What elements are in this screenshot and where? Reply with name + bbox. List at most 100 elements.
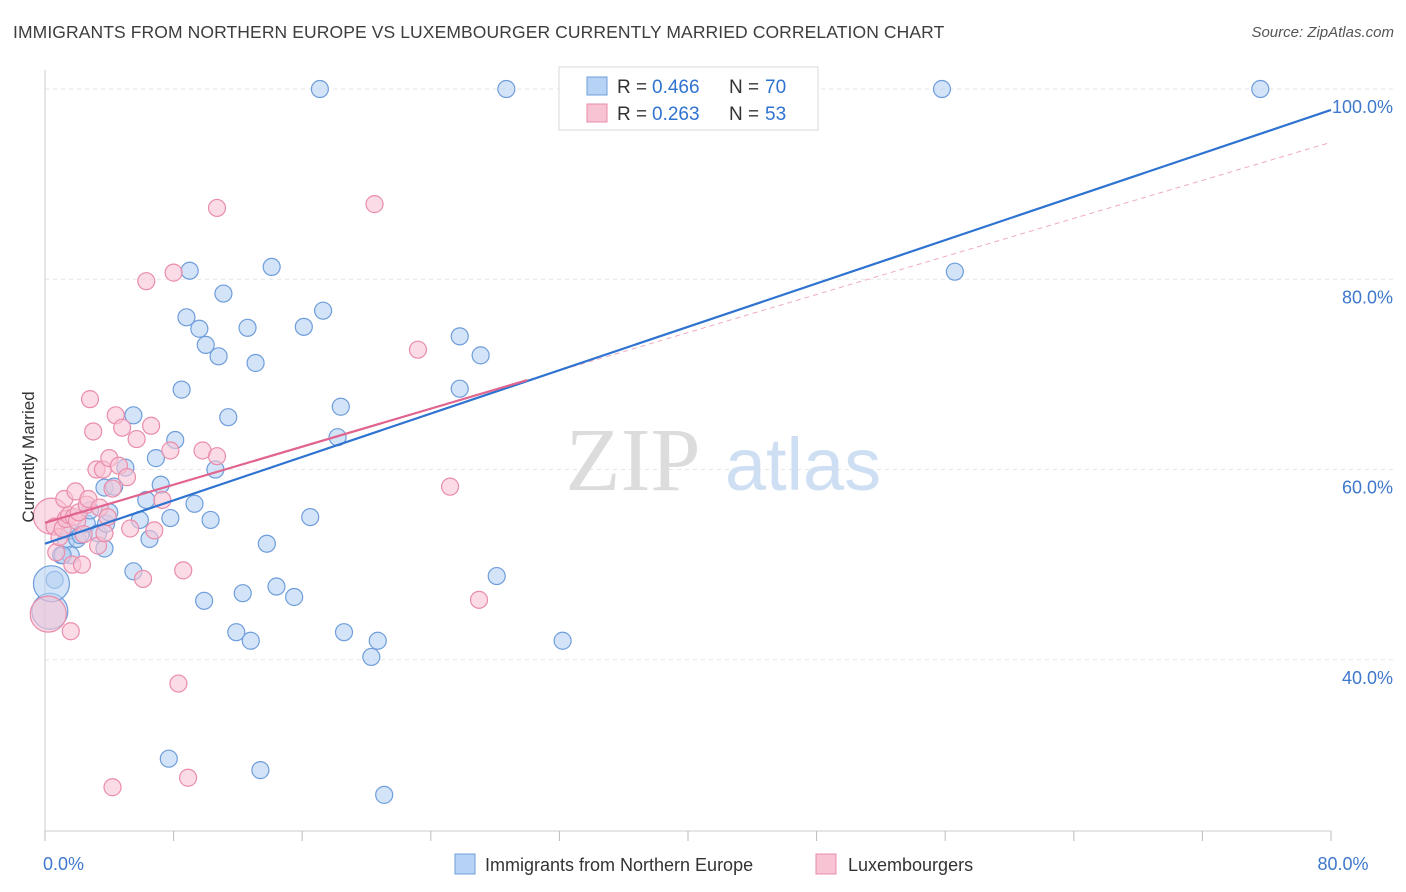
northern-europe-point-59[interactable] (487, 566, 506, 586)
luxembourgers-point-32[interactable] (117, 468, 137, 487)
y-tick-label: 100.0% (1332, 97, 1393, 117)
luxembourgers-point-35[interactable] (133, 569, 153, 589)
northern-europe-point-58[interactable] (450, 379, 469, 398)
legend-n-value-blue: 70 (765, 77, 786, 98)
bottom-legend-swatch-blue (454, 853, 476, 875)
northern-europe-point-31[interactable] (190, 319, 209, 338)
northern-europe-point-67[interactable] (945, 262, 964, 281)
luxembourgers-point-34[interactable] (127, 429, 146, 449)
northern-europe-point-30[interactable] (185, 494, 204, 513)
gridlines (45, 88, 1394, 661)
y-tick-label: 40.0% (1342, 668, 1393, 688)
northern-europe-point-54[interactable] (362, 647, 381, 667)
luxembourgers-point-0[interactable] (29, 595, 67, 633)
northern-europe-point-55[interactable] (368, 631, 387, 650)
northern-europe-point-61[interactable] (159, 749, 178, 768)
northern-europe-point-52[interactable] (331, 397, 350, 416)
series-legend: Immigrants from Northern Europe Luxembou… (454, 853, 973, 875)
northern-europe-point-36[interactable] (209, 347, 228, 366)
northern-europe-point-45[interactable] (262, 257, 281, 277)
northern-europe-point-41[interactable] (238, 318, 257, 337)
luxembourgers-point-36[interactable] (137, 272, 156, 291)
legend-r-label-blue: R = (617, 77, 647, 98)
luxembourgers-point-46[interactable] (207, 447, 227, 466)
northern-europe-point-33[interactable] (196, 335, 215, 355)
source-label: Source: ZipAtlas.com (1251, 24, 1394, 41)
northern-europe-point-19[interactable] (124, 406, 143, 425)
luxembourgers-point-15[interactable] (72, 555, 92, 574)
luxembourgers-point-20[interactable] (84, 422, 103, 441)
northern-europe-point-53[interactable] (334, 623, 354, 642)
luxembourgers-point-42[interactable] (169, 674, 188, 693)
luxembourgers-point-47[interactable] (207, 198, 227, 218)
legend-r-value-blue: 0.466 (652, 77, 700, 98)
northern-europe-point-42[interactable] (241, 631, 260, 650)
northern-europe-point-38[interactable] (219, 408, 238, 427)
legend-swatch-blue (586, 76, 608, 96)
northern-europe-point-25[interactable] (161, 508, 180, 528)
x-tick-label: 0.0% (43, 854, 84, 874)
legend-n-label-pink: N = (729, 104, 759, 125)
northern-europe-point-62[interactable] (251, 761, 270, 780)
northern-europe-point-40[interactable] (233, 584, 252, 603)
y-tick-label: 80.0% (1342, 287, 1393, 307)
bottom-legend-swatch-pink (815, 853, 837, 875)
luxembourgers-point-44[interactable] (178, 768, 198, 787)
luxembourgers-point-25[interactable] (95, 524, 114, 543)
luxembourgers-point-33[interactable] (121, 519, 140, 538)
northern-europe-point-44[interactable] (257, 534, 276, 553)
luxembourgers-point-49[interactable] (408, 340, 428, 359)
trend-line-northern-europe (44, 108, 1332, 545)
watermark: ZIP atlas (566, 411, 882, 510)
northern-europe-point-27[interactable] (172, 380, 191, 399)
series-northern-europe-points (31, 79, 1270, 804)
northern-europe-point-68[interactable] (1251, 79, 1270, 99)
northern-europe-point-63[interactable] (375, 785, 394, 804)
legend-r-value-pink: 0.263 (652, 104, 700, 125)
northern-europe-point-66[interactable] (932, 79, 952, 99)
series-luxembourgers-points (29, 195, 489, 797)
northern-europe-point-39[interactable] (227, 623, 246, 642)
reference-line (44, 141, 1332, 524)
northern-europe-point-34[interactable] (201, 510, 220, 530)
northern-europe-point-23[interactable] (146, 449, 166, 468)
luxembourgers-point-48[interactable] (365, 195, 384, 214)
northern-europe-point-48[interactable] (294, 317, 313, 336)
northern-europe-point-37[interactable] (214, 284, 233, 303)
luxembourgers-point-43[interactable] (174, 561, 193, 580)
northern-europe-point-60[interactable] (553, 631, 572, 650)
luxembourgers-point-52[interactable] (103, 778, 122, 797)
y-tick-label: 60.0% (1342, 478, 1393, 498)
luxembourgers-point-3[interactable] (47, 543, 66, 562)
bottom-legend-label-blue: Immigrants from Northern Europe (485, 855, 753, 875)
luxembourgers-point-50[interactable] (440, 477, 460, 496)
northern-europe-point-43[interactable] (246, 353, 265, 373)
northern-europe-point-49[interactable] (301, 507, 320, 527)
luxembourgers-point-51[interactable] (469, 590, 489, 609)
northern-europe-point-32[interactable] (195, 591, 214, 610)
northern-europe-point-50[interactable] (313, 301, 333, 320)
luxembourgers-point-41[interactable] (164, 263, 183, 282)
luxembourgers-point-28[interactable] (103, 479, 122, 498)
luxembourgers-point-31[interactable] (113, 418, 132, 437)
legend-r-label-pink: R = (617, 104, 647, 125)
northern-europe-point-28[interactable] (177, 308, 196, 327)
dashed-reference-line (44, 141, 1332, 524)
luxembourgers-point-37[interactable] (141, 416, 161, 435)
luxembourgers-point-38[interactable] (145, 521, 164, 540)
northern-europe-point-47[interactable] (285, 587, 304, 607)
northern-europe-point-64[interactable] (310, 79, 329, 99)
luxembourgers-point-40[interactable] (161, 441, 180, 460)
northern-europe-point-29[interactable] (180, 261, 199, 280)
northern-europe-point-56[interactable] (450, 327, 469, 346)
axes (44, 70, 1332, 841)
luxembourgers-point-9[interactable] (61, 622, 80, 641)
northern-europe-point-46[interactable] (267, 577, 286, 596)
tick-labels: 0.0% 80.0% 40.0% 60.0% 80.0% 100.0% (43, 97, 1393, 874)
trend-line-luxembourgers (44, 379, 528, 524)
luxembourgers-point-19[interactable] (80, 390, 100, 409)
northern-europe-point-65[interactable] (497, 79, 516, 99)
luxembourgers-point-39[interactable] (153, 490, 172, 510)
northern-europe-point-57[interactable] (471, 346, 490, 365)
